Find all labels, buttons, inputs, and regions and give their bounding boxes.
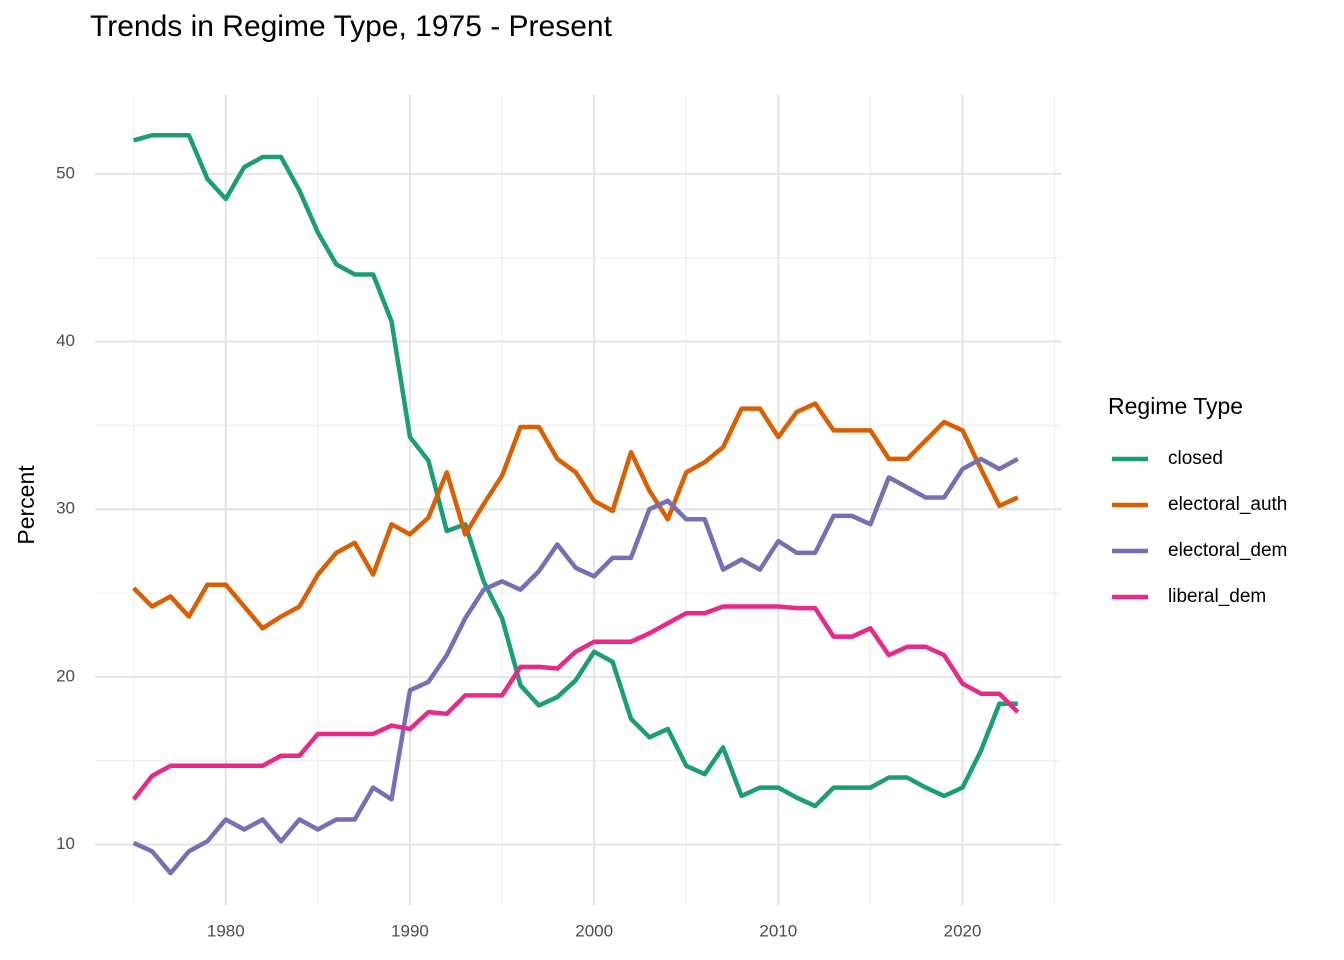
legend-label: electoral_auth — [1168, 494, 1287, 515]
series-line — [131, 604, 1020, 801]
legend-label: electoral_dem — [1168, 540, 1287, 561]
y-tick-label: 10 — [56, 834, 75, 853]
y-tick-label: 40 — [56, 331, 75, 350]
y-axis-label: Percent — [13, 465, 39, 545]
legend-label: closed — [1168, 448, 1223, 469]
chart-title: Trends in Regime Type, 1975 - Present — [90, 10, 613, 43]
y-tick-label: 50 — [56, 163, 75, 182]
y-tick-label: 30 — [56, 499, 75, 518]
series-line — [132, 401, 1019, 631]
legend-title: Regime Type — [1108, 393, 1243, 419]
x-tick-label: 1990 — [391, 921, 429, 940]
series-line — [133, 132, 1018, 809]
legend-label: liberal_dem — [1168, 586, 1266, 607]
x-tick-label: 2020 — [944, 921, 982, 940]
x-tick-label: 1980 — [207, 921, 245, 940]
y-tick-label: 20 — [56, 666, 75, 685]
series-line — [132, 456, 1019, 876]
x-tick-label: 2000 — [575, 921, 613, 940]
x-tick-label: 2010 — [759, 921, 797, 940]
